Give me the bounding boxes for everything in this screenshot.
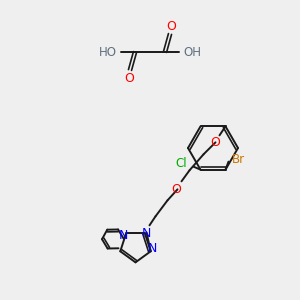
Text: OH: OH <box>183 46 201 59</box>
Text: N: N <box>118 229 128 242</box>
Text: O: O <box>166 20 176 32</box>
Text: N: N <box>148 242 158 255</box>
Text: Cl: Cl <box>175 157 187 170</box>
Text: O: O <box>124 71 134 85</box>
Text: N: N <box>142 227 151 240</box>
Text: HO: HO <box>99 46 117 59</box>
Text: O: O <box>172 183 182 196</box>
Text: Br: Br <box>232 153 244 166</box>
Text: O: O <box>211 136 220 149</box>
